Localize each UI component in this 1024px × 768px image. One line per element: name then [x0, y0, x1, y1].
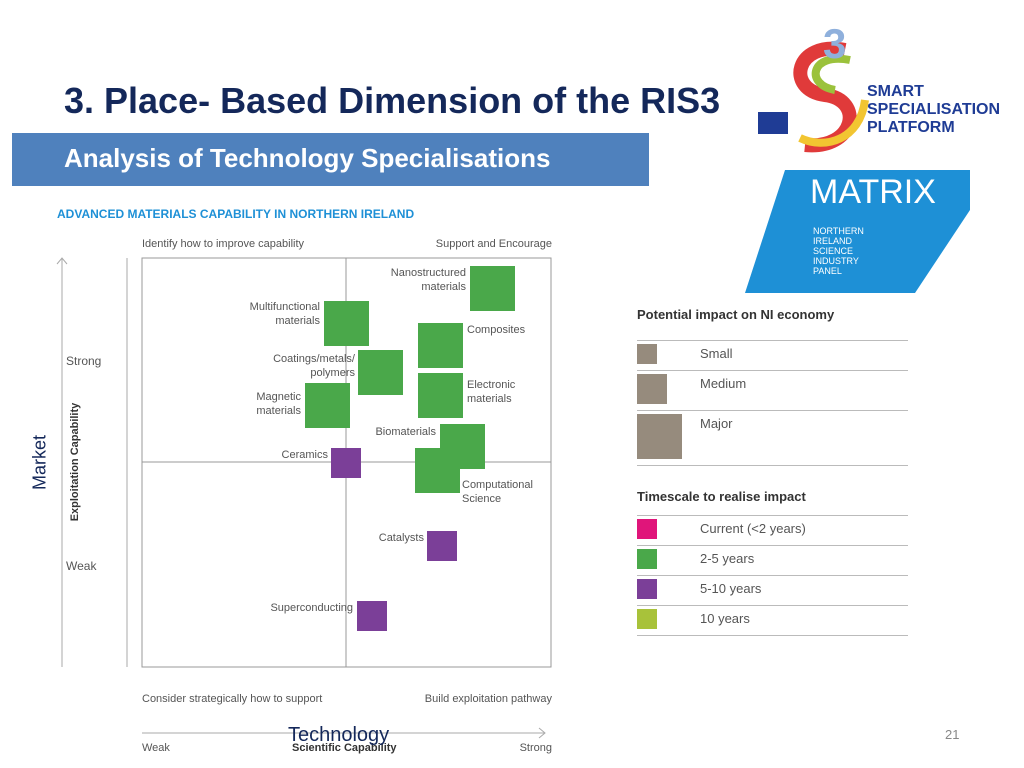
matrix-text: INDUSTRY [813, 256, 859, 266]
item-label: Computational Science [462, 479, 533, 505]
legend-swatch [637, 344, 657, 364]
item-label: Catalysts [378, 532, 424, 544]
legend-title: Timescale to realise impact [637, 489, 806, 504]
item-label: Composites [467, 324, 526, 336]
rule [637, 635, 908, 636]
quadrant-label: Support and Encourage [435, 238, 552, 250]
s3-number: 3 [823, 20, 846, 67]
quadrant-label: Identify how to improve capability [142, 238, 305, 250]
item-square [331, 448, 361, 478]
legend-label: 10 years [700, 611, 750, 626]
item-square [427, 531, 457, 561]
rule [637, 545, 908, 546]
legend-swatch [637, 374, 667, 404]
x-high: Strong [519, 742, 552, 754]
x-low: Weak [142, 742, 170, 754]
y-low: Weak [66, 559, 97, 573]
item-square [418, 373, 463, 418]
y-high: Strong [66, 354, 102, 368]
item-square [415, 448, 460, 493]
x-axis-label: Scientific Capability [292, 742, 397, 754]
item-square [470, 266, 515, 311]
legend-label: Major [700, 416, 733, 431]
market-label: Market [29, 435, 50, 491]
matrix-text: PANEL [813, 266, 842, 276]
item-label: Coatings/metals/ polymers [273, 353, 355, 379]
quadrant-label: Build exploitation pathway [424, 693, 552, 705]
legend-title: Potential impact on NI economy [637, 307, 835, 322]
legend-label: Medium [700, 376, 747, 391]
item-label: Superconducting [270, 602, 353, 614]
s3-text: SMART [867, 83, 924, 100]
item-label: Biomaterials [375, 426, 436, 438]
quadrant-label: Consider strategically how to support [142, 693, 323, 705]
page-number: 21 [945, 727, 960, 742]
legend-swatch [637, 609, 657, 629]
rule [637, 575, 908, 576]
rule [637, 515, 908, 516]
item-label: Ceramics [281, 449, 328, 461]
matrix-text: IRELAND [813, 236, 853, 246]
matrix-text: NORTHERN [813, 226, 864, 236]
legend-swatch [637, 579, 657, 599]
y-axis-label: Exploitation Capability [69, 402, 81, 522]
item-label: Magnetic materials [256, 391, 301, 417]
item-square [305, 383, 350, 428]
item-label: Multifunctional materials [249, 301, 320, 327]
slide-title: 3. Place- Based Dimension of the RIS3 [64, 80, 721, 121]
item-square [418, 323, 463, 368]
rule [637, 340, 908, 341]
matrix-logo: MATRIX NORTHERN IRELAND SCIENCE INDUSTRY… [745, 170, 970, 293]
legend-label: 2-5 years [700, 551, 755, 566]
legend-swatch [637, 549, 657, 569]
s3-text: SPECIALISATION [867, 101, 1000, 118]
rule [637, 370, 908, 371]
item-label: Electronic materials [467, 379, 516, 405]
chart-title: ADVANCED MATERIALS CAPABILITY IN NORTHER… [57, 207, 415, 221]
subtitle-bar [12, 133, 649, 186]
legend-label: 5-10 years [700, 581, 762, 596]
item-label: Nanostructured materials [390, 267, 466, 293]
subtitle: Analysis of Technology Specialisations [64, 143, 551, 173]
matrix-name: MATRIX [810, 173, 936, 211]
legend-swatch [637, 414, 682, 459]
item-square [357, 601, 387, 631]
matrix-text: SCIENCE [813, 246, 853, 256]
technology-label: Technology [288, 724, 390, 746]
rule [637, 465, 908, 466]
s3-logo: 3 SMART SPECIALISATION PLATFORM [758, 20, 1000, 153]
legend-label: Small [700, 346, 733, 361]
legend-swatch [637, 519, 657, 539]
rule [637, 605, 908, 606]
rule [637, 410, 908, 411]
s3-text: PLATFORM [867, 119, 955, 136]
item-square [358, 350, 403, 395]
legend-label: Current (<2 years) [700, 521, 806, 536]
item-square [324, 301, 369, 346]
